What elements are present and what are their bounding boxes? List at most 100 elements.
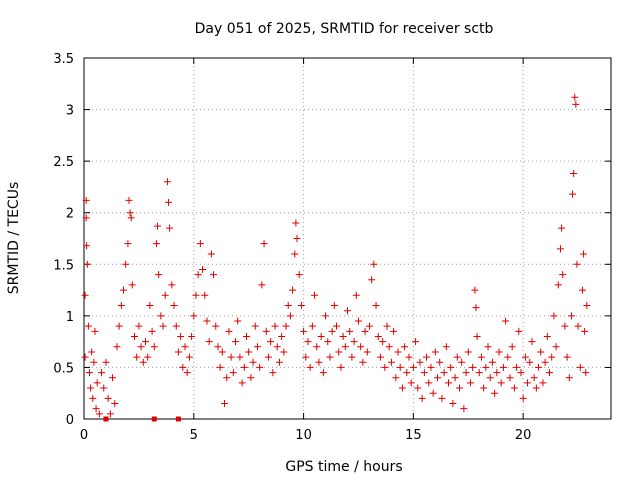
y-tick-label: 1 — [66, 310, 74, 325]
data-point — [447, 363, 455, 371]
data-point — [85, 369, 93, 377]
data-point — [532, 384, 540, 392]
data-point — [308, 322, 316, 330]
data-point — [337, 363, 345, 371]
data-point — [346, 327, 354, 335]
data-point — [565, 374, 573, 382]
data-point — [357, 343, 365, 351]
data-point — [350, 338, 358, 346]
data-point — [88, 348, 96, 356]
data-point — [150, 343, 158, 351]
data-point — [510, 384, 518, 392]
data-point — [95, 410, 103, 418]
data-point — [210, 271, 218, 279]
data-point — [185, 353, 193, 361]
data-point — [154, 222, 162, 230]
data-point — [161, 291, 169, 299]
data-point — [260, 240, 268, 248]
data-point — [242, 332, 250, 340]
data-point — [111, 400, 119, 408]
data-point — [313, 343, 321, 351]
data-point — [291, 250, 299, 258]
data-point — [106, 410, 114, 418]
data-point — [304, 338, 312, 346]
data-point — [137, 343, 145, 351]
data-point — [203, 317, 211, 325]
data-point — [515, 327, 523, 335]
y-tick-label: 1.5 — [53, 258, 74, 273]
data-point — [508, 343, 516, 351]
data-point — [117, 302, 125, 310]
data-point — [466, 379, 474, 387]
data-point — [445, 379, 453, 387]
data-point — [440, 369, 448, 377]
y-axis-title: SRMTID / TECUs — [6, 182, 22, 295]
data-point — [559, 271, 567, 279]
data-point — [275, 358, 283, 366]
data-point — [526, 358, 534, 366]
data-point — [385, 343, 393, 351]
data-point — [251, 322, 259, 330]
data-point — [170, 302, 178, 310]
data-point — [543, 332, 551, 340]
data-point — [493, 369, 501, 377]
data-point — [273, 343, 281, 351]
data-point — [300, 327, 308, 335]
data-point — [573, 260, 581, 268]
data-point — [232, 338, 240, 346]
data-point — [339, 332, 347, 340]
data-point — [495, 348, 503, 356]
data-point — [172, 322, 180, 330]
data-point — [581, 327, 589, 335]
data-point — [431, 348, 439, 356]
data-point — [335, 348, 343, 356]
data-point — [131, 332, 139, 340]
data-point — [192, 291, 200, 299]
x-tick-label: 5 — [190, 428, 198, 443]
data-point — [475, 369, 483, 377]
data-point — [379, 338, 387, 346]
data-point — [576, 363, 584, 371]
data-point — [218, 348, 226, 356]
data-point — [583, 302, 591, 310]
data-point — [462, 369, 470, 377]
data-point — [472, 304, 480, 312]
data-point — [471, 286, 479, 294]
chart-title: Day 051 of 2025, SRMTID for receiver sct… — [195, 21, 494, 37]
data-point — [519, 394, 527, 402]
data-point — [572, 100, 580, 108]
data-points — [81, 93, 591, 422]
data-point — [438, 394, 446, 402]
data-point — [165, 198, 173, 206]
data-point — [548, 353, 556, 361]
data-point — [502, 317, 510, 325]
data-point — [212, 322, 220, 330]
data-point — [127, 214, 135, 222]
data-point — [225, 327, 233, 335]
data-point — [319, 369, 327, 377]
data-point — [394, 348, 402, 356]
data-point — [214, 343, 222, 351]
data-point — [396, 363, 404, 371]
data-point — [174, 348, 182, 356]
data-point — [82, 196, 90, 204]
data-point — [83, 260, 91, 268]
data-point — [570, 170, 578, 178]
data-point — [295, 271, 303, 279]
data-point — [326, 353, 334, 361]
data-point — [453, 353, 461, 361]
data-point — [146, 302, 154, 310]
data-point — [87, 384, 95, 392]
data-point — [458, 358, 466, 366]
data-point — [236, 353, 244, 361]
data-point — [216, 363, 224, 371]
data-point — [344, 307, 351, 315]
data-point — [381, 363, 389, 371]
y-tick-label: 0 — [66, 413, 74, 428]
axis-ticks: 0 5 10 15 20 0 0.5 1 1.5 2 2.5 3 3.5 — [53, 52, 611, 443]
plot-area — [83, 57, 612, 420]
data-point — [100, 384, 108, 392]
data-point — [201, 291, 209, 299]
data-point — [199, 265, 207, 273]
data-point — [102, 358, 110, 366]
